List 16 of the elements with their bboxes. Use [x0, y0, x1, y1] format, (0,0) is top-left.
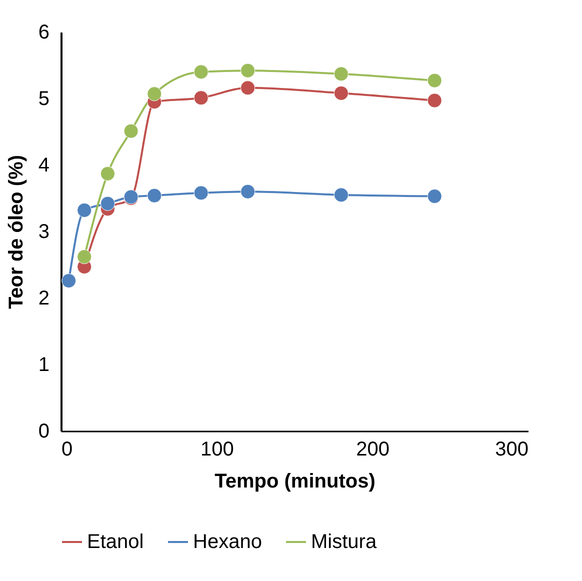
y-tick-label: 5 [38, 88, 50, 110]
y-tick-label: 0 [38, 420, 50, 442]
legend-label: Etanol [87, 531, 144, 553]
legend-label: Mistura [311, 531, 378, 553]
legend-label: Hexano [193, 531, 262, 553]
x-tick-label: 100 [200, 438, 234, 460]
x-tick-label: 0 [62, 438, 73, 460]
y-tick-label: 3 [38, 221, 50, 243]
y-tick-label: 6 [38, 22, 50, 44]
x-tick-label: 300 [495, 438, 528, 460]
y-axis-title: Teor de óleo (%) [5, 154, 28, 310]
x-tick-label: 200 [356, 438, 390, 460]
y-tick-label: 4 [38, 154, 50, 176]
x-axis-title: Tempo (minutos) [214, 470, 376, 492]
y-tick-label: 1 [38, 354, 50, 376]
y-tick-label: 2 [38, 288, 50, 310]
